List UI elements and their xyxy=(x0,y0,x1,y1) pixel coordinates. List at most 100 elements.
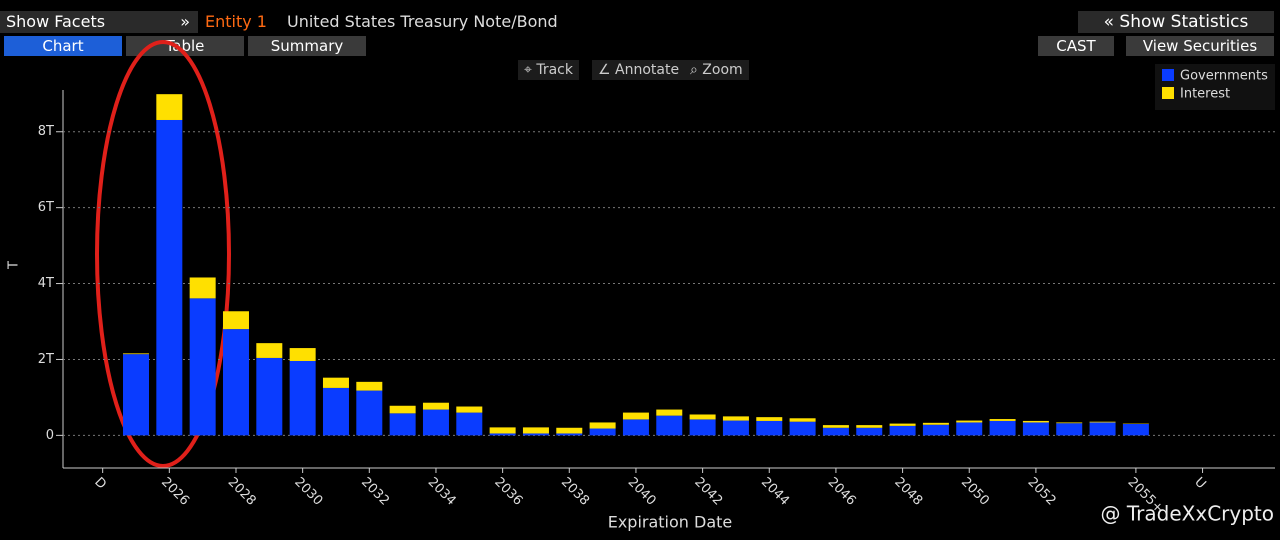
x-tick-label: D xyxy=(91,475,109,493)
tab[interactable]: Table xyxy=(126,36,244,56)
view-securities[interactable]: View Securities xyxy=(1126,36,1274,56)
tool[interactable]: ⌖ Track xyxy=(518,60,579,80)
facets[interactable]: Show Facets xyxy=(6,12,106,31)
bar-segment xyxy=(822,425,849,428)
x-tick-label: 2044 xyxy=(758,475,792,509)
bar-segment xyxy=(756,420,783,436)
bar-segment xyxy=(456,412,483,436)
cast[interactable]: CAST xyxy=(1038,36,1114,56)
x-tick-label: 2034 xyxy=(425,475,459,509)
x-tick-label: 2052 xyxy=(1025,475,1059,509)
bar-segment xyxy=(322,377,349,388)
bar-segment xyxy=(956,422,983,436)
bar-segment xyxy=(989,420,1016,436)
bar-segment xyxy=(1089,422,1116,436)
bar-segment xyxy=(156,94,183,120)
tool[interactable]: ⌕ Zoom xyxy=(684,60,749,80)
bar-segment xyxy=(989,419,1016,421)
bar-segment xyxy=(1056,422,1083,424)
tool-label[interactable]: Annotate xyxy=(615,62,680,78)
bar-segment xyxy=(522,433,549,436)
tool-label[interactable]: Track xyxy=(536,62,573,78)
bar-segment xyxy=(889,425,916,436)
bar-segment xyxy=(889,423,916,426)
x-tick-label: 2038 xyxy=(558,475,592,509)
bar-segment xyxy=(922,424,949,436)
bar-segment xyxy=(456,406,483,413)
y-tick-label: 6T xyxy=(38,200,54,215)
y-tick-label: 0 xyxy=(46,428,54,443)
bar-segment xyxy=(1022,420,1049,423)
legend-label: Governments xyxy=(1180,69,1268,84)
tab[interactable]: Chart xyxy=(4,36,122,56)
tool-label[interactable]: Zoom xyxy=(702,62,743,78)
bar-segment xyxy=(789,418,816,422)
legend-label: Interest xyxy=(1180,87,1230,102)
facets-bar[interactable]: Show Facets » xyxy=(0,11,198,33)
bar-segment xyxy=(489,427,516,434)
x-tick-label: 2026 xyxy=(158,475,192,509)
bar-segment xyxy=(289,348,316,361)
bar-segment xyxy=(689,414,716,420)
bar-segment xyxy=(856,427,883,436)
bar-segment xyxy=(956,420,983,423)
x-tick-label: U xyxy=(1191,475,1208,492)
bar-segment xyxy=(489,433,516,436)
bar-segment xyxy=(922,422,949,425)
bar-segment xyxy=(1022,422,1049,436)
bar-segment xyxy=(656,409,683,416)
x-tick-label: 2048 xyxy=(891,475,925,509)
y-tick-label: 2T xyxy=(38,352,54,367)
bar-segment xyxy=(422,402,449,410)
tab[interactable]: Summary xyxy=(248,36,366,56)
bar-segment xyxy=(356,381,383,391)
bar-segment xyxy=(789,421,816,436)
tool[interactable]: ∠ Annotate xyxy=(592,60,686,80)
x-tick-label: 2032 xyxy=(358,475,392,509)
bar-segment xyxy=(422,409,449,436)
x-tick-label: 2042 xyxy=(691,475,725,509)
bar-segment xyxy=(856,425,883,428)
bar-segment xyxy=(189,298,216,436)
bar-segment xyxy=(1056,423,1083,436)
bar-segment xyxy=(256,343,283,358)
security: United States Treasury Note/Bond xyxy=(287,12,558,31)
bar-segment xyxy=(189,277,216,299)
bar-segment xyxy=(756,417,783,421)
watermark: @ TradeXxCrypto xyxy=(1101,502,1274,526)
bar-segment xyxy=(622,419,649,436)
x-label: Expiration Date xyxy=(608,513,733,532)
legend-swatch xyxy=(1162,69,1174,81)
bar-segment xyxy=(689,419,716,436)
bar-segment xyxy=(256,357,283,436)
y-tick-label: 8T xyxy=(38,124,54,139)
x-tick-label: 2030 xyxy=(291,475,325,509)
bar-segment xyxy=(556,433,583,436)
bar-segment xyxy=(289,360,316,436)
y-tick-label: 4T xyxy=(38,276,54,291)
bar-segment xyxy=(589,422,616,429)
entity: Entity 1 xyxy=(205,12,267,31)
x-tick-label: 2050 xyxy=(958,475,992,509)
show-statistics[interactable]: « Show Statistics xyxy=(1078,11,1274,33)
x-tick-label: 2046 xyxy=(825,475,859,509)
bar-segment xyxy=(389,405,416,414)
x-tick-label: 2040 xyxy=(625,475,659,509)
bar-segment xyxy=(722,416,749,421)
legend xyxy=(1155,64,1275,110)
bar-segment xyxy=(156,119,183,436)
legend-swatch xyxy=(1162,87,1174,99)
bar-segment xyxy=(822,427,849,436)
facets-arrow[interactable]: » xyxy=(180,12,190,31)
bar-segment xyxy=(556,427,583,434)
bar-segment xyxy=(222,311,249,330)
bar-segment xyxy=(122,353,149,355)
bar-segment xyxy=(356,390,383,436)
bar-segment xyxy=(1089,421,1116,423)
bar-segment xyxy=(656,415,683,436)
bar-segment xyxy=(722,420,749,436)
y-label: T xyxy=(7,261,22,270)
bar-segment xyxy=(1122,423,1149,436)
